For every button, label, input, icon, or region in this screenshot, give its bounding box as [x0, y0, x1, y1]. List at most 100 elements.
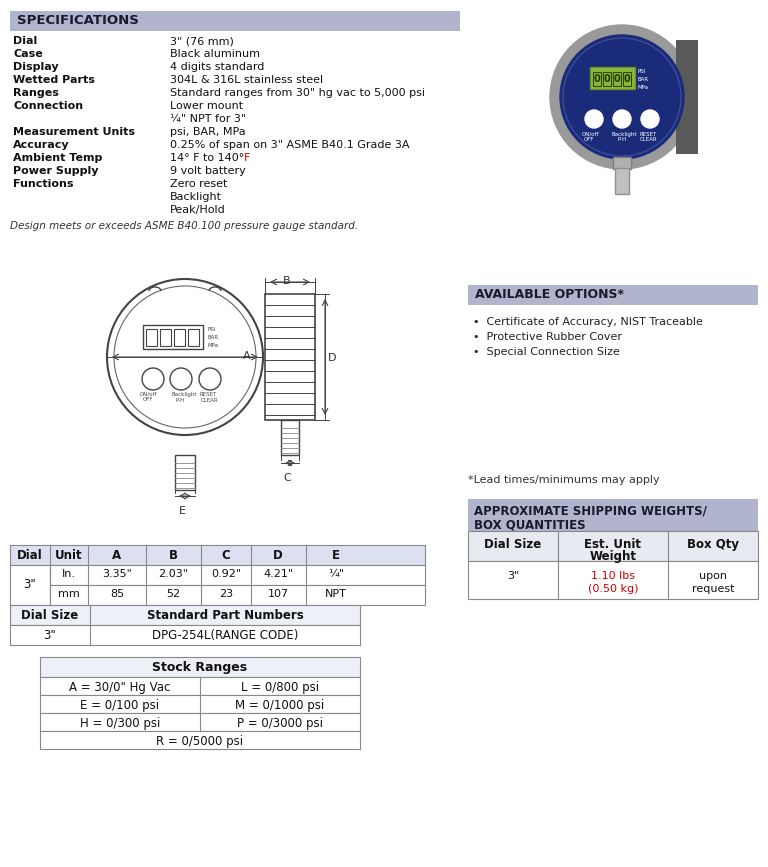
- Text: A = 30/0" Hg Vac: A = 30/0" Hg Vac: [69, 681, 170, 694]
- Text: ON/off: ON/off: [140, 392, 157, 397]
- Text: B: B: [168, 549, 177, 562]
- Text: •  Special Connection Size: • Special Connection Size: [473, 347, 620, 357]
- Bar: [143, 325, 203, 349]
- Text: Standard ranges from 30" hg vac to 5,000 psi: Standard ranges from 30" hg vac to 5,000…: [170, 88, 425, 98]
- Text: A: A: [243, 351, 250, 361]
- Text: •  Protective Rubber Cover: • Protective Rubber Cover: [473, 332, 622, 342]
- Text: Lower mount: Lower mount: [170, 101, 243, 111]
- Text: Zero reset: Zero reset: [170, 179, 227, 189]
- Text: Stock Ranges: Stock Ranges: [152, 661, 247, 674]
- Text: ON/off: ON/off: [582, 132, 600, 137]
- Circle shape: [550, 25, 694, 169]
- Text: 0: 0: [604, 74, 611, 84]
- Text: 9 volt battery: 9 volt battery: [170, 166, 246, 176]
- Bar: [50, 585, 425, 605]
- Text: C: C: [283, 473, 291, 483]
- Text: Functions: Functions: [13, 179, 74, 189]
- Text: OFF: OFF: [143, 397, 154, 402]
- Text: 3": 3": [44, 629, 56, 642]
- Text: R = 0/5000 psi: R = 0/5000 psi: [157, 735, 243, 748]
- Text: 304L & 316L stainless steel: 304L & 316L stainless steel: [170, 75, 323, 85]
- Bar: [10, 625, 360, 645]
- Bar: [40, 677, 360, 695]
- Text: *Lead times/minimums may apply: *Lead times/minimums may apply: [468, 475, 660, 485]
- Text: E: E: [178, 506, 186, 516]
- Text: (0.50 kg): (0.50 kg): [588, 584, 638, 594]
- Text: Ranges: Ranges: [13, 88, 59, 98]
- Text: 0: 0: [614, 74, 621, 84]
- Text: D: D: [328, 353, 336, 363]
- Bar: [603, 72, 611, 86]
- Text: A: A: [112, 549, 121, 562]
- Text: APPROXIMATE SHIPPING WEIGHTS/: APPROXIMATE SHIPPING WEIGHTS/: [474, 505, 707, 518]
- Bar: [188, 329, 199, 346]
- Bar: [10, 11, 460, 31]
- Circle shape: [560, 35, 684, 159]
- Text: 1.10 lbs: 1.10 lbs: [591, 571, 635, 581]
- Text: 0.92": 0.92": [211, 569, 241, 579]
- Text: B: B: [283, 276, 291, 286]
- Text: 107: 107: [267, 589, 289, 599]
- Text: 3.35": 3.35": [102, 569, 132, 579]
- Text: H = 0/300 psi: H = 0/300 psi: [80, 717, 161, 730]
- Text: Case: Case: [13, 49, 43, 59]
- Text: In.: In.: [62, 569, 76, 579]
- Circle shape: [641, 110, 659, 128]
- Text: Wetted Parts: Wetted Parts: [13, 75, 95, 85]
- Text: Dial Size: Dial Size: [22, 609, 78, 622]
- Text: Ambient Temp: Ambient Temp: [13, 153, 102, 163]
- Text: P = 0/3000 psi: P = 0/3000 psi: [237, 717, 323, 730]
- Text: BAR: BAR: [207, 335, 218, 340]
- Text: CLEAR: CLEAR: [201, 398, 219, 403]
- Text: 4.21": 4.21": [263, 569, 293, 579]
- Bar: [265, 294, 315, 420]
- Text: •  Certificate of Accuracy, NIST Traceable: • Certificate of Accuracy, NIST Traceabl…: [473, 317, 703, 327]
- Text: ¼" NPT for 3": ¼" NPT for 3": [170, 114, 246, 124]
- Text: BAR: BAR: [638, 77, 649, 82]
- Text: F: F: [244, 153, 250, 163]
- Text: BOX QUANTITIES: BOX QUANTITIES: [474, 518, 586, 531]
- Text: Peak/Hold: Peak/Hold: [170, 205, 226, 215]
- Text: 0.25% of span on 3" ASME B40.1 Grade 3A: 0.25% of span on 3" ASME B40.1 Grade 3A: [170, 140, 409, 150]
- Text: Unit: Unit: [55, 549, 83, 562]
- Text: Display: Display: [13, 62, 58, 72]
- Text: 0: 0: [594, 74, 601, 84]
- Bar: [615, 168, 629, 194]
- Text: Backlight: Backlight: [170, 192, 222, 202]
- Text: Measurement Units: Measurement Units: [13, 127, 135, 137]
- Bar: [10, 545, 425, 565]
- Text: P-H: P-H: [617, 137, 626, 142]
- Bar: [623, 72, 631, 86]
- Text: Connection: Connection: [13, 101, 83, 111]
- Bar: [590, 67, 635, 89]
- Bar: [676, 40, 698, 154]
- Text: M = 0/1000 psi: M = 0/1000 psi: [235, 699, 325, 712]
- Text: MPa: MPa: [638, 85, 649, 90]
- Text: 14° F to 140°: 14° F to 140°: [170, 153, 248, 163]
- Text: 2.03": 2.03": [158, 569, 188, 579]
- Text: RESET: RESET: [640, 132, 657, 137]
- Text: E = 0/100 psi: E = 0/100 psi: [81, 699, 160, 712]
- Text: 85: 85: [110, 589, 124, 599]
- Text: PSI: PSI: [638, 69, 647, 74]
- Bar: [146, 329, 157, 346]
- Text: Dial Size: Dial Size: [485, 538, 541, 551]
- Text: RESET: RESET: [200, 392, 217, 397]
- Bar: [40, 657, 360, 677]
- Text: CLEAR: CLEAR: [640, 137, 657, 142]
- Text: Weight: Weight: [590, 550, 637, 563]
- Text: SPECIFICATIONS: SPECIFICATIONS: [17, 14, 139, 27]
- Text: 4 digits standard: 4 digits standard: [170, 62, 264, 72]
- Text: Est. Unit: Est. Unit: [584, 538, 641, 551]
- Bar: [40, 695, 360, 713]
- Text: Standard Part Numbers: Standard Part Numbers: [147, 609, 303, 622]
- Text: psi, BAR, MPa: psi, BAR, MPa: [170, 127, 246, 137]
- Text: upon: upon: [699, 571, 727, 581]
- Bar: [468, 285, 758, 305]
- Text: 0: 0: [624, 74, 631, 84]
- Text: Box Qty: Box Qty: [687, 538, 739, 551]
- Text: P-H: P-H: [175, 398, 184, 403]
- Text: 3" (76 mm): 3" (76 mm): [170, 36, 234, 46]
- Text: MPa: MPa: [207, 343, 218, 348]
- Text: 3": 3": [24, 578, 36, 591]
